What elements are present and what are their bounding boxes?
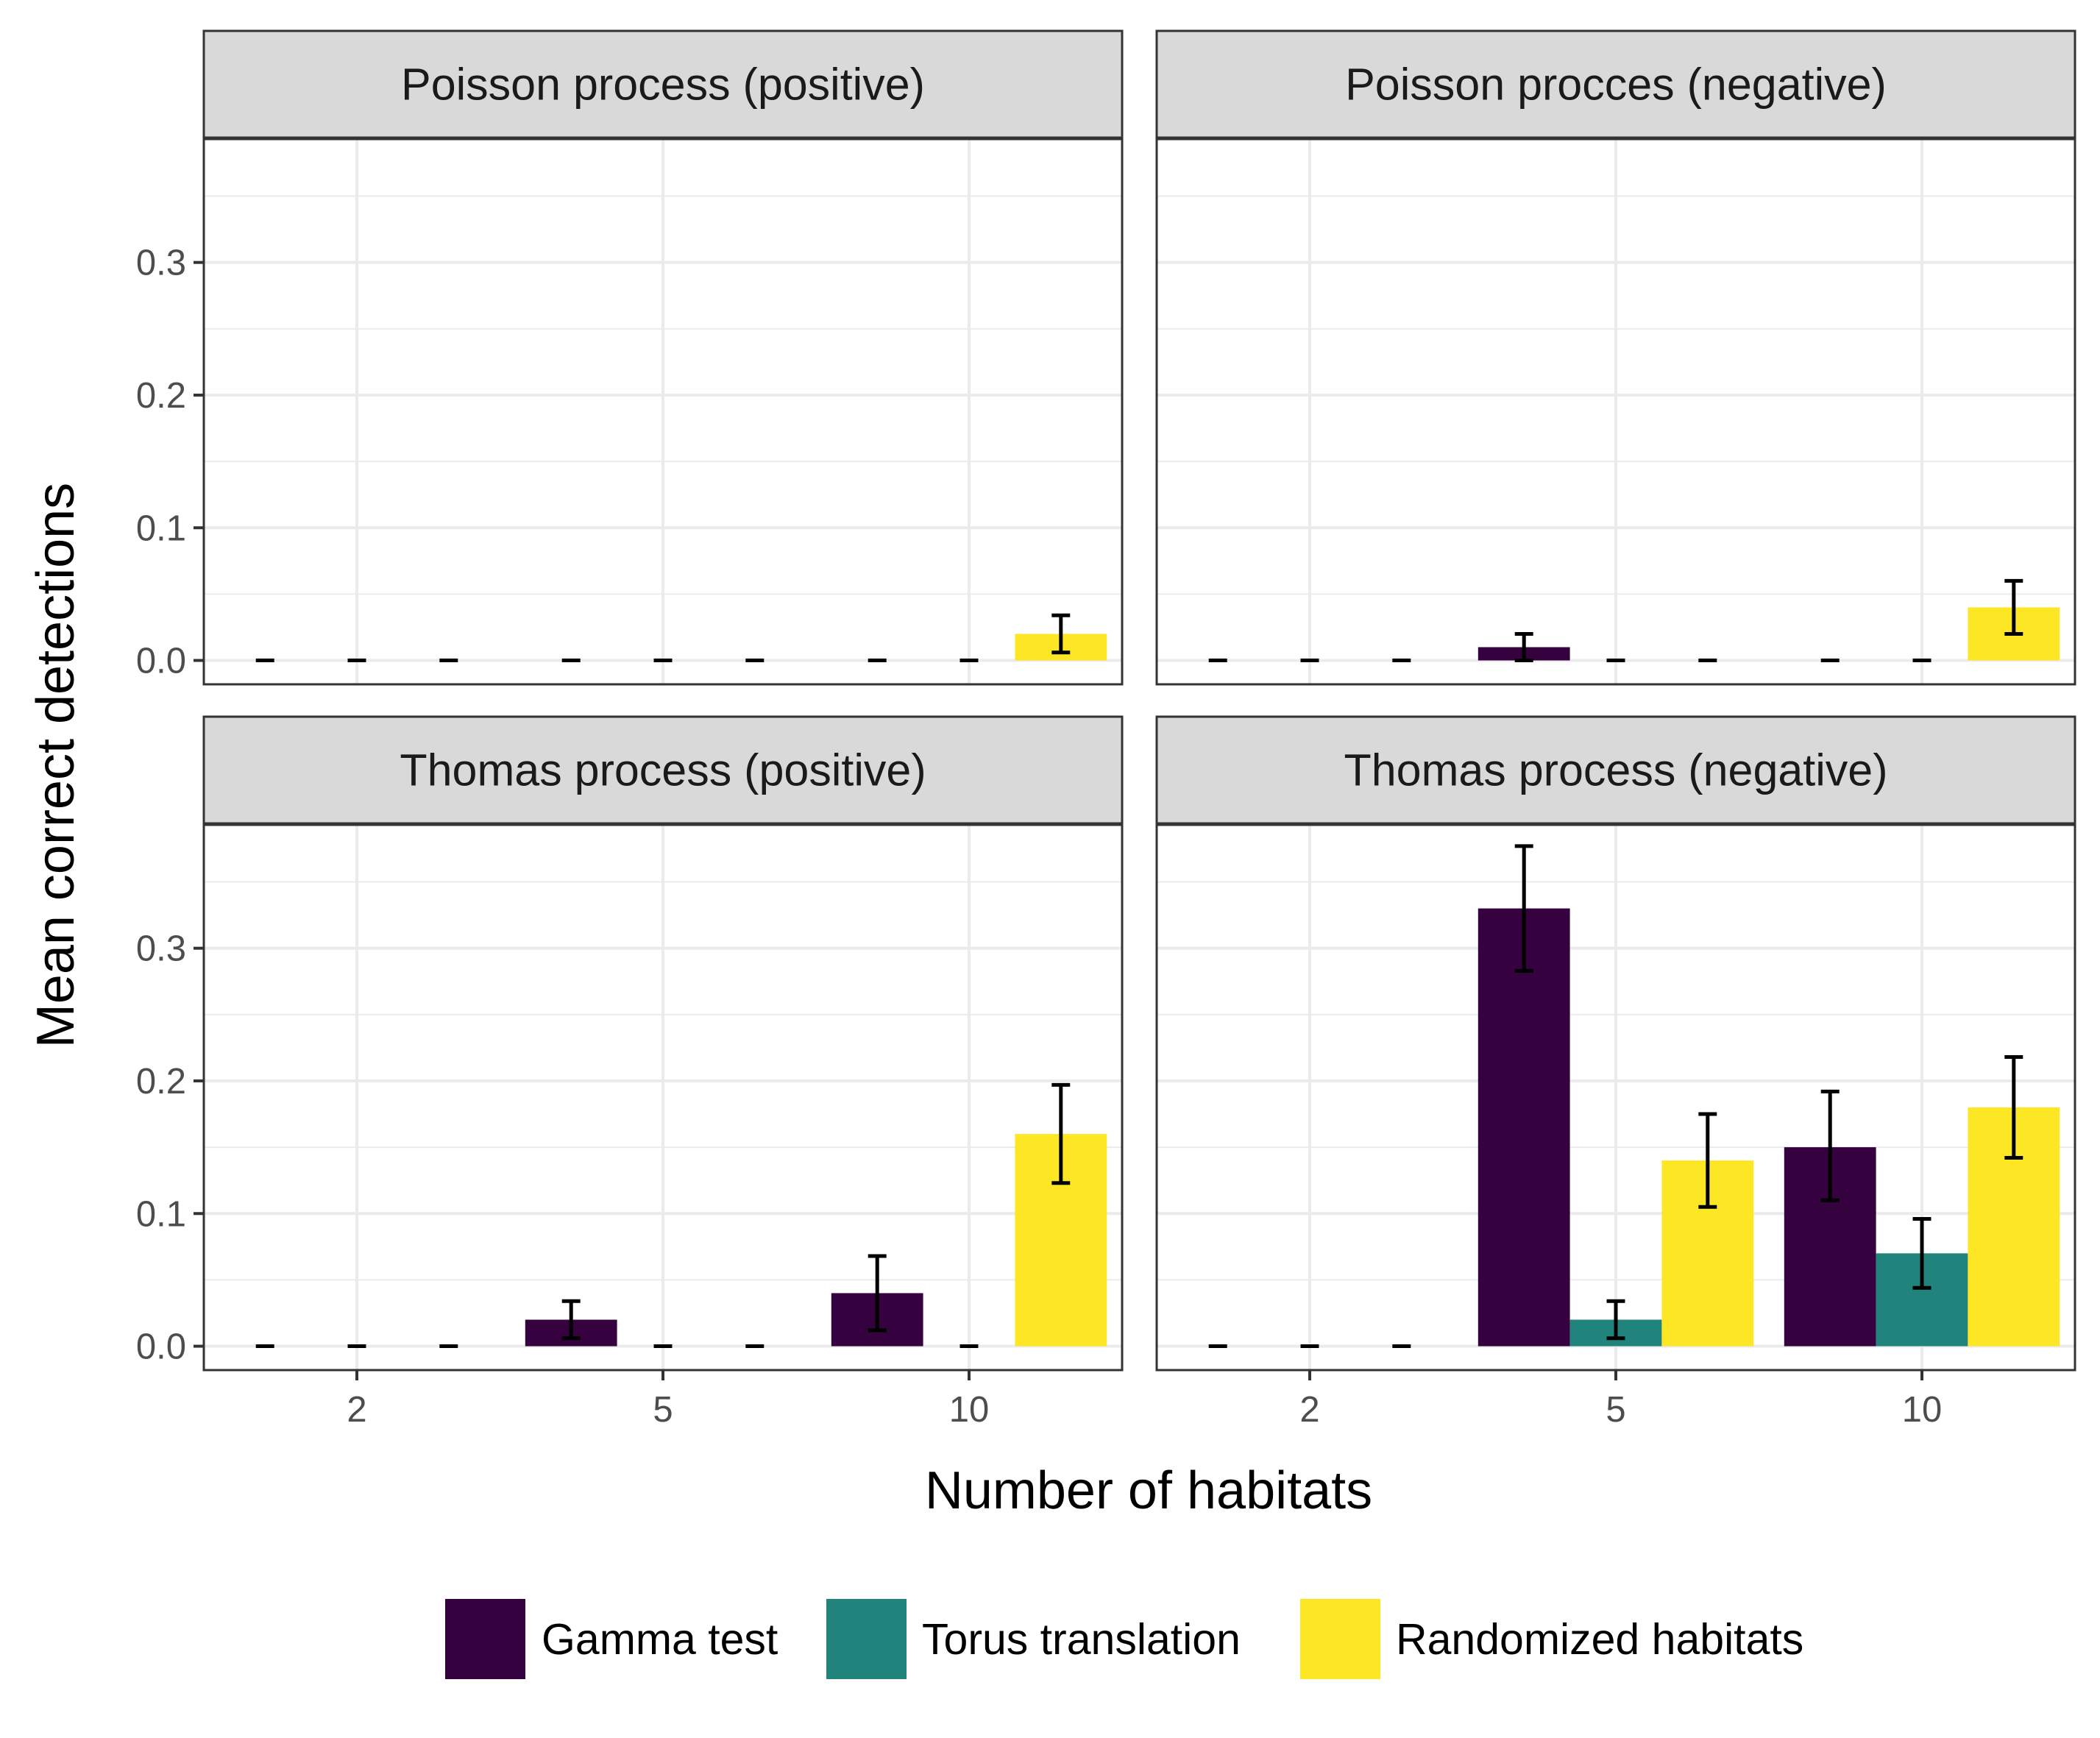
legend-label: Gamma test <box>542 1615 778 1664</box>
x-tick-label: 2 <box>347 1390 366 1430</box>
panels: Poisson process (positive) Poisson procce… <box>202 29 2076 1372</box>
legend-item: Torus translation <box>826 1599 1241 1679</box>
panel-strip <box>1155 29 2076 139</box>
error-bar <box>1514 844 1533 973</box>
panel-title: Thomas process (positive) <box>400 745 926 795</box>
error-bar <box>1051 1082 1071 1185</box>
bar-gamma-test <box>1478 908 1570 1347</box>
panel-title: Poisson process (positive) <box>401 60 925 110</box>
panel-4: Thomas process (negative) <box>1155 715 2076 1372</box>
error-bar <box>1514 631 1533 663</box>
error-bar <box>1698 1112 1717 1209</box>
y-tick-label: 0.1 <box>136 508 186 548</box>
x-tick-label: 5 <box>1606 1390 1625 1430</box>
legend-label: Randomized habitats <box>1396 1615 1803 1664</box>
error-bar <box>1051 613 1071 655</box>
error-bar <box>561 1299 581 1341</box>
y-tick-label: 0.3 <box>136 929 186 969</box>
error-bar <box>1606 1299 1625 1341</box>
panel-title: Poisson procces (negative) <box>1345 60 1887 110</box>
y-tick-label: 0.0 <box>136 1327 186 1367</box>
panel-1: Poisson process (positive) <box>202 29 1124 686</box>
panel-border <box>202 138 1124 686</box>
x-tick-label: 10 <box>949 1390 990 1430</box>
x-axis-title: Number of habitats <box>925 1461 1372 1520</box>
legend-key <box>445 1599 525 1679</box>
panel-3: Thomas process (positive) <box>202 715 1124 1372</box>
panel-strip <box>1155 715 2076 825</box>
y-tick-label: 0.3 <box>136 244 186 283</box>
error-bar <box>2004 578 2023 636</box>
y-axis-title: Mean correct detections <box>26 483 85 1048</box>
y-tick-label: 0.0 <box>136 642 186 681</box>
legend-key <box>1300 1599 1380 1679</box>
legend-key <box>826 1599 907 1679</box>
axes: 0.0 0.1 0.2 0.3 0.0 0.1 0.2 0.3 2 5 10 2 5 10 <box>136 244 1942 1430</box>
y-tick-label: 0.1 <box>136 1194 186 1234</box>
error-bar <box>1820 1089 1840 1202</box>
error-bar <box>2004 1055 2023 1160</box>
legend-label: Torus translation <box>922 1615 1241 1664</box>
error-bar <box>868 1254 887 1333</box>
y-tick-label: 0.2 <box>136 1062 186 1102</box>
legend-item: Randomized habitats <box>1300 1599 1803 1679</box>
x-tick-label: 5 <box>653 1390 673 1430</box>
x-tick-label: 10 <box>1902 1390 1943 1430</box>
panel-title: Thomas process (negative) <box>1344 745 1887 795</box>
legend-item: Gamma test <box>445 1599 778 1679</box>
panel-strip <box>202 29 1124 139</box>
panel-border <box>1155 138 2076 686</box>
legend: Gamma test Torus translation Randomized ha… <box>445 1599 1803 1679</box>
x-tick-label: 2 <box>1299 1390 1319 1430</box>
error-bar <box>1912 1216 1931 1290</box>
y-tick-label: 0.2 <box>136 376 186 416</box>
panel-2: Poisson procces (negative) <box>1155 29 2076 686</box>
panel-strip <box>202 715 1124 825</box>
